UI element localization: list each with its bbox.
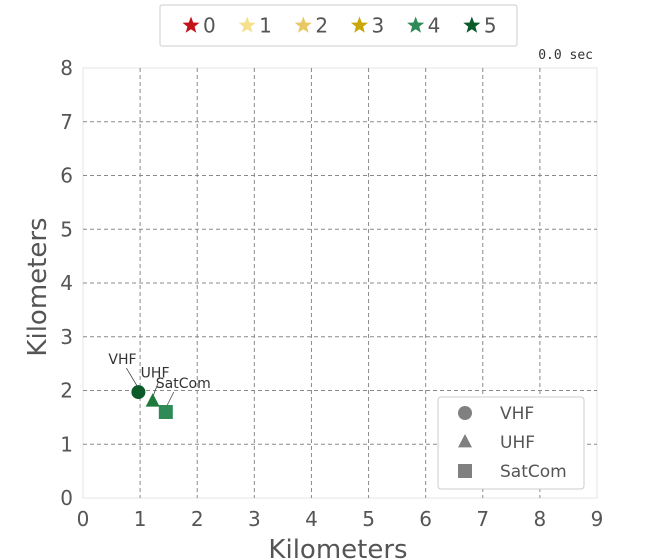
shape-legend-circle-icon bbox=[458, 406, 472, 420]
point-leader-line bbox=[152, 381, 160, 398]
x-tick-label: 3 bbox=[248, 507, 261, 531]
team-legend-label: 4 bbox=[428, 14, 441, 38]
x-tick-label: 6 bbox=[419, 507, 432, 531]
shape-legend-triangle-icon bbox=[458, 434, 472, 448]
data-point-circle bbox=[131, 385, 146, 400]
shape-legend-square-icon bbox=[458, 464, 472, 478]
shape-legend-label: SatCom bbox=[500, 462, 567, 482]
y-tick-label: 6 bbox=[60, 164, 73, 188]
shape-legend-box bbox=[437, 396, 585, 490]
team-legend-label: 0 bbox=[203, 14, 216, 38]
x-tick-label: 9 bbox=[591, 507, 604, 531]
x-axis-label: Kilometers bbox=[268, 535, 407, 560]
x-tick-label: 7 bbox=[476, 507, 489, 531]
x-tick-label: 0 bbox=[77, 507, 90, 531]
y-tick-label: 1 bbox=[60, 432, 73, 456]
y-tick-label: 8 bbox=[60, 56, 73, 80]
shape-legend: VHF UHF SatCom bbox=[437, 396, 585, 490]
y-tick-label: 0 bbox=[60, 486, 73, 510]
team-legend-star-icon bbox=[182, 16, 200, 33]
team-legend-label: 2 bbox=[315, 14, 328, 38]
team-legend-star-icon bbox=[463, 16, 481, 33]
x-tick-label: 4 bbox=[305, 507, 318, 531]
team-legend-star-icon bbox=[350, 16, 369, 33]
x-tick-label: 5 bbox=[362, 507, 375, 531]
point-label: VHF bbox=[108, 352, 136, 368]
team-legend-box bbox=[159, 4, 518, 47]
point-leader-line bbox=[126, 367, 139, 389]
team-legend-star-icon bbox=[407, 16, 425, 33]
team-legend-label: 5 bbox=[484, 14, 497, 38]
y-tick-label: 3 bbox=[60, 325, 73, 349]
x-tick-label: 8 bbox=[534, 507, 547, 531]
x-tick-label: 1 bbox=[134, 507, 147, 531]
y-tick-label: 5 bbox=[60, 217, 73, 241]
timer-label: 0.0 sec bbox=[538, 48, 593, 63]
plot-area: 0 1 2 3 4 5 6 7 8 9 0 1 2 3 4 5 6 7 8 Kilometers Kilometers V… bbox=[23, 56, 603, 560]
y-tick-label: 7 bbox=[60, 110, 73, 134]
y-tick-label: 4 bbox=[60, 271, 73, 295]
shape-legend-label: VHF bbox=[500, 404, 534, 424]
team-legend-star-icon bbox=[238, 16, 256, 33]
team-legend-star-icon bbox=[294, 16, 312, 33]
y-axis-label: Kilometers bbox=[23, 217, 53, 356]
shape-legend-label: UHF bbox=[500, 433, 535, 453]
point-label: UHF bbox=[141, 365, 170, 381]
point-label: SatCom bbox=[156, 376, 211, 392]
team-legend-label: 3 bbox=[372, 14, 385, 38]
data-point-triangle bbox=[145, 393, 160, 407]
team-legend: 0 1 2 3 4 5 bbox=[159, 4, 518, 47]
y-tick-label: 2 bbox=[60, 379, 73, 403]
team-legend-label: 1 bbox=[259, 14, 272, 38]
x-tick-label: 2 bbox=[191, 507, 204, 531]
data-point-square bbox=[158, 405, 173, 419]
